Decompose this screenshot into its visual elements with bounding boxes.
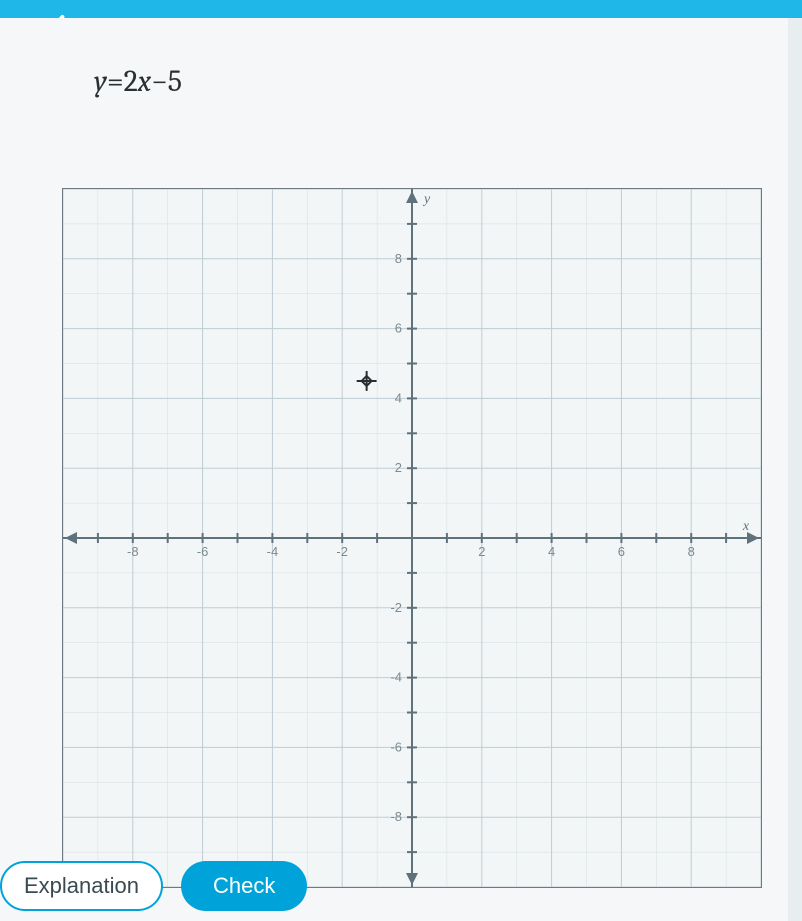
explanation-button[interactable]: Explanation [0, 861, 163, 911]
y-tick-label: 2 [395, 460, 402, 475]
x-tick-label: 4 [548, 544, 555, 559]
coordinate-grid[interactable]: -8 -6 -4 -2 2 4 6 8 8 6 4 2 -2 -4 -6 -8 y x [63, 189, 761, 887]
y-tick-label: -6 [390, 739, 402, 754]
y-tick-label: 8 [395, 251, 402, 266]
x-tick-label: 6 [618, 544, 625, 559]
y-tick-label: -8 [390, 809, 402, 824]
y-axis-label: y [422, 192, 431, 207]
y-tick-label: -2 [390, 600, 402, 615]
x-tick-label: -6 [197, 544, 209, 559]
footer-button-row: Explanation Check [0, 861, 307, 911]
top-bar [0, 0, 802, 18]
plot-cursor-icon[interactable] [357, 371, 377, 391]
x-tick-label: -2 [336, 544, 348, 559]
y-tick-label: -4 [390, 670, 402, 685]
graph-area[interactable]: -8 -6 -4 -2 2 4 6 8 8 6 4 2 -2 -4 -6 -8 y x [62, 188, 762, 888]
x-tick-label: 2 [478, 544, 485, 559]
y-tick-label: 6 [395, 321, 402, 336]
equation-display: y=2x−5 [94, 64, 182, 99]
x-tick-label: -8 [127, 544, 139, 559]
x-tick-label: 8 [688, 544, 695, 559]
x-tick-label: -4 [267, 544, 279, 559]
equation-lhs: y [94, 64, 107, 99]
content-card: y=2x−5 -8 -6 -4 -2 2 4 6 8 8 6 4 2 -2 -4 -6 -8 y x [0, 18, 788, 921]
x-axis-label: x [742, 519, 750, 534]
y-tick-label: 4 [395, 390, 402, 405]
check-button[interactable]: Check [181, 861, 307, 911]
